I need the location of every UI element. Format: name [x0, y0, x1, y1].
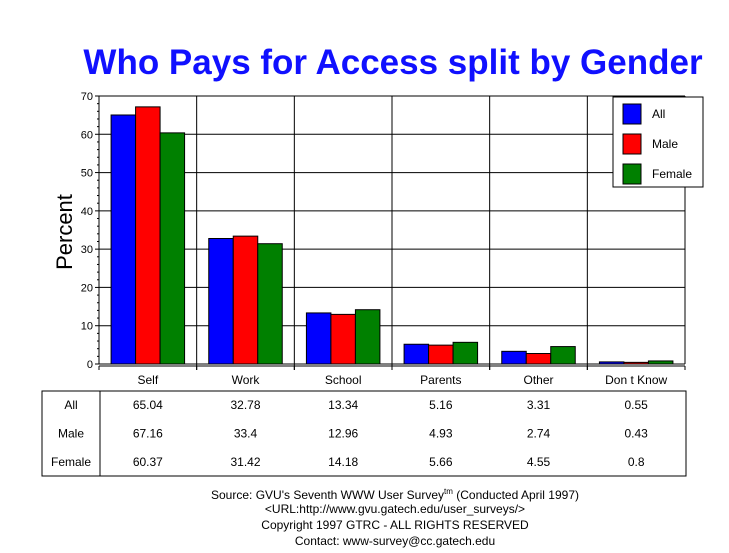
table-cell: 12.96 — [328, 427, 358, 441]
table-row-label: Male — [58, 427, 84, 441]
bar-female — [452, 341, 479, 365]
bar-female — [257, 243, 283, 365]
legend-label: All — [652, 107, 665, 121]
bar-female — [159, 132, 186, 365]
bar-all — [305, 312, 332, 365]
table-cell: 4.55 — [527, 455, 551, 469]
table-row-label: Female — [51, 455, 91, 469]
bar-all — [403, 343, 430, 365]
bar-female — [550, 346, 576, 365]
bar-all — [598, 361, 625, 365]
table-cell: 5.66 — [429, 455, 453, 469]
footer-source: Source: GVU's Seventh WWW User Surveytm … — [200, 487, 590, 502]
table-cell: 31.42 — [230, 455, 260, 469]
y-axis-label: Percent — [52, 194, 77, 270]
bar-male — [525, 353, 552, 365]
bar-male — [135, 106, 161, 365]
legend-label: Female — [652, 167, 692, 181]
legend-label: Male — [652, 137, 678, 151]
data-table — [41, 390, 687, 477]
bar-male — [623, 361, 649, 365]
y-tick-label: 30 — [81, 244, 93, 256]
table-cell: 3.31 — [527, 398, 551, 412]
x-tick-label: Self — [137, 373, 158, 387]
legend-swatch-all — [622, 103, 642, 125]
bar-female — [647, 360, 674, 365]
y-tick-label: 70 — [81, 91, 93, 103]
bar-all — [208, 237, 234, 365]
bar-all — [501, 350, 527, 365]
table-cell: 0.55 — [624, 398, 648, 412]
table-cell: 60.37 — [133, 455, 163, 469]
x-tick-label: Don t Know — [605, 373, 667, 387]
x-tick-label: Work — [232, 373, 261, 387]
table-cell: 0.43 — [624, 427, 648, 441]
bar-male — [330, 313, 356, 365]
x-tick-label: Other — [523, 373, 553, 387]
table-cell: 32.78 — [230, 398, 260, 412]
y-tick-label: 40 — [81, 206, 93, 218]
y-tick-label: 10 — [81, 321, 93, 333]
table-cell: 13.34 — [328, 398, 358, 412]
table-cell: 0.8 — [628, 455, 645, 469]
table-cell: 65.04 — [133, 398, 163, 412]
bar-female — [354, 309, 381, 365]
tm-mark: tm — [444, 487, 453, 496]
y-tick-label: 50 — [81, 168, 93, 180]
bar-male — [232, 235, 259, 365]
legend-swatch-male — [622, 133, 642, 155]
bar-male — [428, 344, 454, 365]
bar-all — [110, 114, 137, 365]
y-tick-label: 20 — [81, 282, 93, 294]
table-cell: 4.93 — [429, 427, 453, 441]
source-text: Source: GVU's Seventh WWW User Survey — [211, 488, 445, 502]
table-cell: 2.74 — [527, 427, 551, 441]
footer-contact: Contact: www-survey@cc.gatech.edu — [294, 534, 496, 548]
footer-copyright: Copyright 1997 GTRC - ALL RIGHTS RESERVE… — [261, 518, 529, 532]
y-tick-label: 0 — [87, 359, 93, 371]
y-tick-label: 60 — [81, 129, 93, 141]
x-tick-label: School — [325, 373, 362, 387]
chart-title: Who Pays for Access split by Gender — [83, 43, 703, 82]
legend-swatch-female — [622, 163, 642, 185]
table-row-label: All — [64, 398, 77, 412]
table-cell: 67.16 — [133, 427, 163, 441]
table-cell: 14.18 — [328, 455, 358, 469]
table-cell: 33.4 — [234, 427, 258, 441]
table-cell: 5.16 — [429, 398, 453, 412]
footer-url: <URL:http://www.gvu.gatech.edu/user_surv… — [264, 502, 526, 516]
conducted-text: (Conducted April 1997) — [452, 488, 579, 502]
x-tick-label: Parents — [420, 373, 461, 387]
